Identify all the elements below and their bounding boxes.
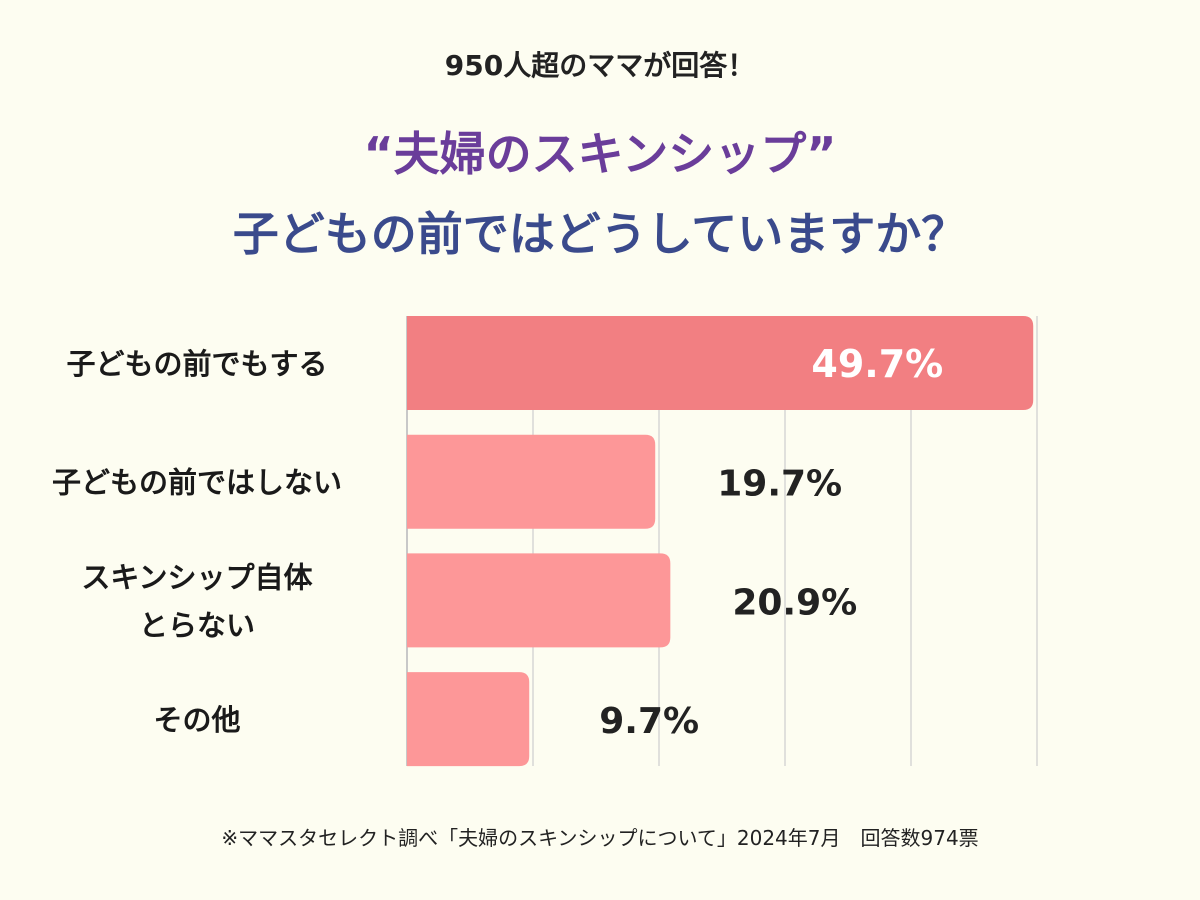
data-label: 49.7% xyxy=(811,342,943,386)
chart-title-line1: “夫婦のスキンシップ” xyxy=(363,127,837,181)
bar xyxy=(407,553,671,648)
category-label: 子どもの前でもする xyxy=(66,347,327,381)
data-label: 20.9% xyxy=(732,582,857,623)
category-label: その他 xyxy=(153,703,240,737)
survey-subtitle: 950人超のママが回答！ xyxy=(444,49,756,82)
category-label: 子どもの前ではしない xyxy=(52,466,342,500)
bar xyxy=(407,316,1034,410)
source-footnote: ※ママスタセレクト調べ「夫婦のスキンシップについて」2024年7月 回答数974… xyxy=(221,826,979,850)
chart-title-line2: 子どもの前ではどうしていますか？ xyxy=(232,207,968,261)
bar xyxy=(407,434,656,529)
category-label: とらない xyxy=(139,608,255,642)
data-label: 19.7% xyxy=(717,464,842,505)
bar xyxy=(407,672,530,767)
data-label: 9.7% xyxy=(599,701,699,742)
category-label: スキンシップ自体 xyxy=(81,560,313,594)
